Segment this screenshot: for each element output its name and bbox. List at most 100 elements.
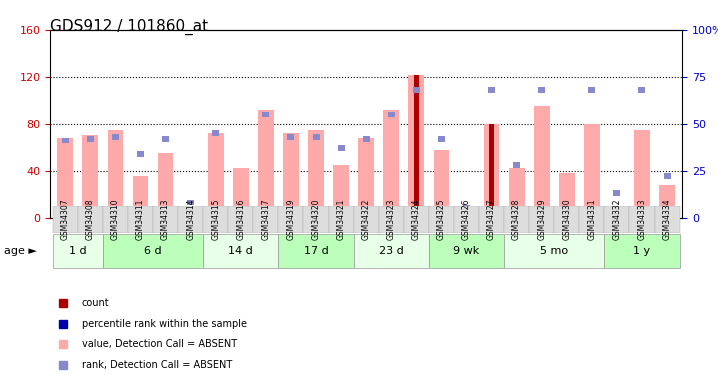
FancyBboxPatch shape — [529, 206, 554, 232]
Bar — [538, 87, 545, 93]
Bar — [333, 165, 349, 218]
Bar — [87, 136, 94, 142]
Text: GSM34325: GSM34325 — [437, 199, 446, 240]
Text: GSM34321: GSM34321 — [337, 199, 345, 240]
Text: GSM34334: GSM34334 — [663, 199, 671, 240]
Bar — [459, 208, 475, 218]
Text: GSM34329: GSM34329 — [537, 199, 546, 240]
Text: GSM34310: GSM34310 — [111, 199, 120, 240]
Text: GSM34326: GSM34326 — [462, 199, 471, 240]
Bar — [213, 130, 219, 136]
Bar — [488, 87, 495, 93]
Text: GSM34320: GSM34320 — [312, 199, 320, 240]
Bar — [533, 106, 549, 218]
Bar — [287, 134, 294, 140]
Bar — [588, 87, 595, 93]
Text: GSM34317: GSM34317 — [261, 199, 271, 240]
Bar — [358, 138, 374, 218]
Text: 6 d: 6 d — [144, 246, 162, 256]
Bar — [659, 185, 675, 218]
Text: 5 mo: 5 mo — [540, 246, 568, 256]
Bar — [162, 136, 169, 142]
FancyBboxPatch shape — [605, 206, 630, 232]
FancyBboxPatch shape — [279, 206, 304, 232]
FancyBboxPatch shape — [554, 206, 579, 232]
FancyBboxPatch shape — [655, 206, 680, 232]
Bar — [484, 124, 500, 218]
Bar — [62, 138, 69, 144]
Text: GSM34333: GSM34333 — [638, 199, 646, 240]
FancyBboxPatch shape — [253, 206, 279, 232]
Bar — [158, 153, 174, 218]
Bar — [559, 173, 574, 217]
Bar — [258, 110, 274, 218]
Bar — [613, 190, 620, 196]
FancyBboxPatch shape — [103, 206, 128, 232]
Text: GSM34324: GSM34324 — [412, 199, 421, 240]
Bar — [388, 112, 395, 117]
Text: GSM34308: GSM34308 — [86, 199, 95, 240]
Bar — [312, 134, 320, 140]
FancyBboxPatch shape — [203, 234, 279, 268]
Bar — [112, 134, 119, 140]
FancyBboxPatch shape — [605, 234, 680, 268]
Text: rank, Detection Call = ABSENT: rank, Detection Call = ABSENT — [82, 360, 232, 370]
FancyBboxPatch shape — [579, 206, 605, 232]
Text: age ►: age ► — [4, 246, 37, 256]
Bar — [308, 130, 324, 218]
FancyBboxPatch shape — [429, 234, 504, 268]
Bar — [663, 173, 671, 179]
Text: GSM34313: GSM34313 — [161, 199, 170, 240]
Text: 1 d: 1 d — [69, 246, 87, 256]
FancyBboxPatch shape — [329, 206, 354, 232]
FancyBboxPatch shape — [203, 206, 228, 232]
Bar — [262, 112, 269, 117]
Bar — [438, 136, 445, 142]
Text: value, Detection Call = ABSENT: value, Detection Call = ABSENT — [82, 339, 237, 350]
FancyBboxPatch shape — [279, 234, 354, 268]
Bar — [337, 146, 345, 151]
Bar — [283, 133, 299, 218]
Text: GSM34332: GSM34332 — [612, 199, 621, 240]
Bar — [183, 208, 199, 218]
FancyBboxPatch shape — [153, 206, 178, 232]
Bar — [57, 138, 73, 218]
Bar — [513, 162, 520, 168]
Text: GSM34315: GSM34315 — [211, 199, 220, 240]
Bar — [383, 110, 399, 218]
FancyBboxPatch shape — [178, 206, 203, 232]
Text: GSM34314: GSM34314 — [186, 199, 195, 240]
Text: GSM34316: GSM34316 — [236, 199, 246, 240]
FancyBboxPatch shape — [404, 206, 429, 232]
FancyBboxPatch shape — [454, 206, 479, 232]
Bar — [108, 130, 123, 218]
Bar — [409, 75, 424, 217]
Text: GSM34327: GSM34327 — [487, 199, 496, 240]
Bar — [187, 200, 194, 206]
Bar — [233, 168, 248, 217]
Text: GSM34330: GSM34330 — [562, 199, 572, 240]
FancyBboxPatch shape — [52, 206, 78, 232]
Text: 14 d: 14 d — [228, 246, 253, 256]
Text: GSM34323: GSM34323 — [387, 199, 396, 240]
Bar — [634, 130, 650, 218]
FancyBboxPatch shape — [354, 234, 429, 268]
Text: count: count — [82, 298, 109, 308]
Bar — [414, 75, 419, 217]
Text: GSM34331: GSM34331 — [587, 199, 597, 240]
Text: GSM34319: GSM34319 — [286, 199, 296, 240]
Text: 1 y: 1 y — [633, 246, 651, 256]
FancyBboxPatch shape — [630, 206, 655, 232]
Bar — [584, 124, 600, 218]
Bar — [609, 211, 625, 217]
Text: GSM34322: GSM34322 — [362, 199, 370, 240]
FancyBboxPatch shape — [78, 206, 103, 232]
Bar — [509, 168, 525, 217]
Bar — [363, 136, 370, 142]
Bar — [413, 87, 420, 93]
Bar — [133, 177, 149, 218]
Text: GSM34311: GSM34311 — [136, 199, 145, 240]
FancyBboxPatch shape — [228, 206, 253, 232]
Text: percentile rank within the sample: percentile rank within the sample — [82, 319, 247, 329]
FancyBboxPatch shape — [479, 206, 504, 232]
